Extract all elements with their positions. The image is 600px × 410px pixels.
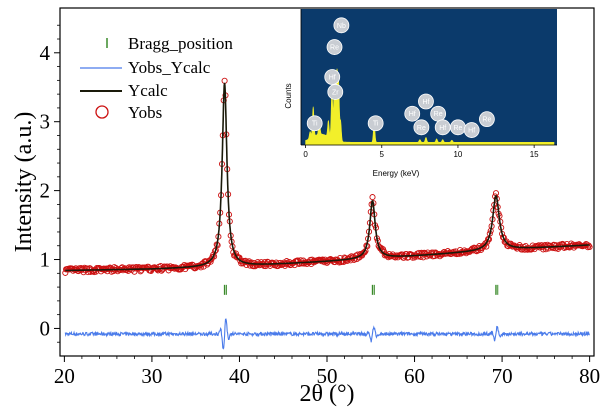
y-tick-label: 0 [40, 316, 51, 340]
element-bubble [413, 119, 430, 136]
element-symbol: Hf [439, 125, 446, 132]
element-symbol: Hf [422, 99, 429, 106]
yobs-ycalc-line [64, 318, 590, 350]
inset-x-tick-label: 15 [530, 150, 539, 159]
element-bubble [324, 69, 341, 85]
element-label: Ti [367, 115, 384, 132]
yobs-point [423, 253, 430, 260]
element-symbol: Re [482, 117, 491, 124]
element-bubble [404, 105, 421, 122]
element-symbol: Re [453, 125, 462, 132]
element-label: Re [430, 105, 447, 122]
element-symbol: Nb [337, 23, 346, 30]
x-tick-label: 40 [229, 364, 250, 388]
y-tick-label: 2 [40, 179, 51, 203]
element-label: Re [326, 39, 343, 55]
element-label: Re [450, 119, 466, 136]
x-tick-label: 60 [404, 364, 425, 388]
element-bubble [306, 115, 323, 132]
x-axis-title: 2θ (°) [299, 381, 354, 407]
element-bubble [333, 17, 350, 34]
inset-y-axis-title: Counts [284, 83, 293, 108]
inset-x-axis-title: Energy (keV) [373, 169, 420, 178]
yobs-point [434, 252, 441, 259]
y-tick-label: 4 [40, 41, 51, 65]
y-tick-label: 1 [40, 248, 51, 272]
y-axis-title: Intensity (a.u.) [11, 112, 37, 253]
x-tick-label: 30 [141, 364, 162, 388]
element-symbol: Ti [373, 121, 379, 128]
yobs-point [586, 243, 593, 251]
element-label: Nb [333, 17, 350, 34]
legend-obs-marker [95, 105, 109, 119]
element-label: Re [413, 119, 430, 136]
legend-diff-label: Yobs_Ycalc [128, 58, 211, 77]
eds-spectrum [305, 68, 555, 146]
yobs-point [84, 265, 91, 272]
inset-axes: 0 5 10 15 [300, 9, 557, 159]
yobs-point [221, 77, 228, 84]
x-tick-label: 20 [54, 364, 75, 388]
legend: Bragg_position Yobs_Ycalc Ycalc Yobs [80, 34, 233, 122]
element-bubble [327, 84, 344, 100]
x-tick-label: 70 [492, 364, 513, 388]
element-symbol: Hf [468, 128, 475, 135]
inset-x-tick-label: 5 [380, 150, 385, 159]
element-bubble [367, 115, 384, 132]
x-tick-label: 80 [579, 364, 600, 388]
y-tick-label: 3 [40, 110, 51, 134]
element-label: Hf [404, 105, 421, 122]
element-symbol: Re [434, 111, 443, 118]
element-label: Hf [324, 69, 341, 85]
element-symbol: Hf [409, 111, 416, 118]
ycalc-line [65, 82, 590, 272]
element-label: Hf [418, 93, 434, 110]
inset-x-tick-label: 0 [303, 150, 308, 159]
yobs-point [417, 253, 424, 260]
main-plot-area [62, 77, 593, 350]
legend-calc-label: Ycalc [128, 81, 168, 100]
element-bubble [479, 111, 495, 128]
element-symbol: Re [417, 125, 426, 132]
element-symbol: Ti [312, 121, 318, 128]
yobs-point [154, 267, 162, 274]
element-bubble [463, 122, 480, 138]
bragg-positions [223, 284, 499, 295]
element-bubble [418, 93, 434, 110]
yobs-point [369, 194, 376, 201]
element-label: Re [479, 111, 495, 128]
element-symbol: Re [330, 45, 339, 52]
yobs-point [233, 254, 240, 261]
legend-obs-label: Yobs [128, 103, 162, 122]
element-label: Zr [327, 84, 344, 100]
element-symbol: Hf [329, 75, 336, 82]
element-symbol: Zr [332, 89, 339, 96]
yobs-point [482, 240, 489, 247]
element-label: Hf [463, 122, 480, 138]
inset-x-tick-label: 10 [453, 150, 462, 159]
legend-bragg-label: Bragg_position [128, 34, 233, 53]
x-tick-label: 50 [317, 364, 338, 388]
element-label: Ti [306, 115, 323, 132]
element-bubble [326, 39, 343, 55]
element-label: Hf [434, 119, 451, 136]
